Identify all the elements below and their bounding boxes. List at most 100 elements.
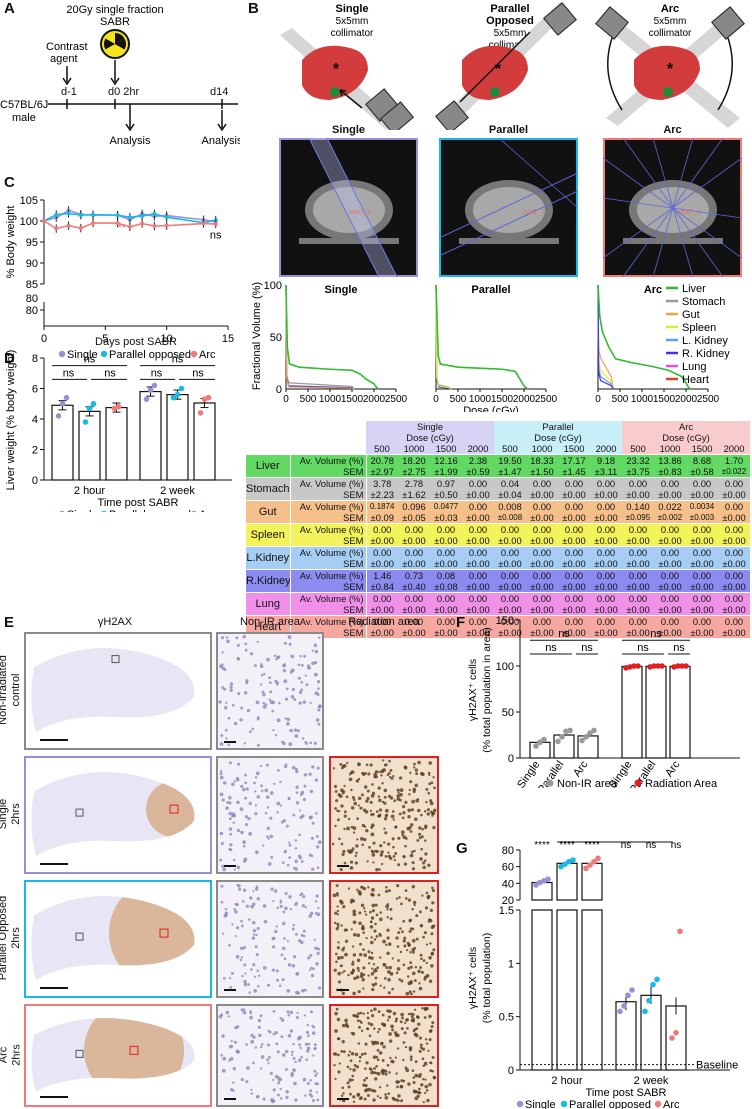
nucleus [397,791,400,794]
nucleus [400,1084,403,1088]
nucleus [430,925,435,930]
nucleus [376,1058,380,1062]
nucleus [220,900,224,904]
nucleus [415,798,420,803]
nucleus [424,906,429,910]
nucleus [318,705,321,709]
nucleus [352,1068,356,1072]
nucleus [343,861,347,865]
data-point [54,226,59,231]
nucleus [392,845,395,849]
nucleus [288,642,292,646]
nucleus [309,741,313,745]
nucleus [229,985,233,989]
data-point [646,997,652,1004]
nucleus [301,814,305,818]
table-cell: 0.00 [526,477,558,489]
table-cell: ±0.00 [654,627,687,638]
table-cell: 0.00 [622,523,655,535]
table-organ-label: Lung [246,592,291,616]
nucleus [268,676,272,680]
significance-annotation: ns [104,367,116,379]
nucleus [242,1010,247,1015]
nucleus [236,865,241,870]
table-cell: 0.00 [398,615,430,627]
non-ir-micrograph [216,880,324,998]
data-point [115,404,122,410]
nucleus [255,700,260,705]
y-tick-label: 80 [26,293,38,305]
nucleus [381,1013,385,1017]
table-cell: ±0.00 [718,489,751,501]
radiation-roi-box [169,804,179,814]
contrast-line1: Contrast [46,41,88,53]
nucleus [386,951,390,956]
series-line-0 [43,209,216,223]
nucleus [266,983,270,987]
table-cell: ±0.022 [718,466,751,478]
nucleus [226,800,230,805]
nucleus [370,832,375,837]
table-cell: 0.00 [462,569,494,581]
nucleus [317,722,321,726]
nucleus [253,975,257,978]
data-point [651,663,657,669]
nucleus [331,842,335,846]
table-cell: 0.00 [686,615,719,627]
table-cell: ±0.00 [526,558,558,570]
nucleus [381,862,384,866]
data-point [90,400,97,407]
x-tick-label: 10 [161,333,173,344]
nucleus [341,971,344,974]
nucleus [352,798,356,802]
table-cell: ±0.00 [398,627,430,638]
data-point [591,858,597,865]
significance-annotation: **** [607,838,623,844]
nucleus [377,786,381,790]
table-cell: ±0.00 [558,535,590,547]
table-cell: 0.00 [494,546,526,558]
nucleus [383,827,386,830]
nucleus [342,849,346,854]
nucleus [416,808,421,813]
nucleus [359,942,362,946]
nucleus [383,788,388,793]
nucleus [404,889,408,893]
nucleus [340,1094,344,1098]
nucleus [379,844,383,848]
legend-label: Arc [663,1099,680,1109]
data-point [679,663,685,669]
table-cell: 0.00 [462,546,494,558]
nucleus [235,926,240,930]
nucleus [303,773,308,777]
nucleus [420,847,423,851]
table-cell: ±0.00 [590,627,623,638]
nucleus [361,924,365,928]
table-metric-label: SEM [290,581,367,593]
nucleus [410,992,413,996]
nucleus [313,643,318,648]
legend-label-0: Single [67,349,98,361]
nucleus [369,763,373,767]
table-metric-label: Av. Volume (%) [290,592,367,604]
table-cell: 0.0034 [686,500,719,512]
y-tick-label: 50 [270,332,282,344]
nucleus [405,1018,408,1022]
nucleus [262,844,265,847]
svg-text:collimator: collimator [489,40,532,51]
nucleus [399,1020,403,1024]
nucleus [232,1066,237,1071]
nucleus [334,1029,338,1033]
e-row-label-line1: Non-irradiated [0,655,9,725]
nucleus [354,861,358,865]
nucleus [307,1042,311,1046]
nucleus [361,927,365,931]
legend-marker-2 [190,350,198,358]
nucleus [364,1042,368,1046]
svg-text:isoC_1: isoC_1 [523,209,545,216]
table-cell: 0.00 [590,546,623,558]
nucleus [249,1012,252,1015]
nucleus [314,649,319,654]
table-cell: ±0.00 [526,581,558,593]
nucleus [262,705,267,709]
